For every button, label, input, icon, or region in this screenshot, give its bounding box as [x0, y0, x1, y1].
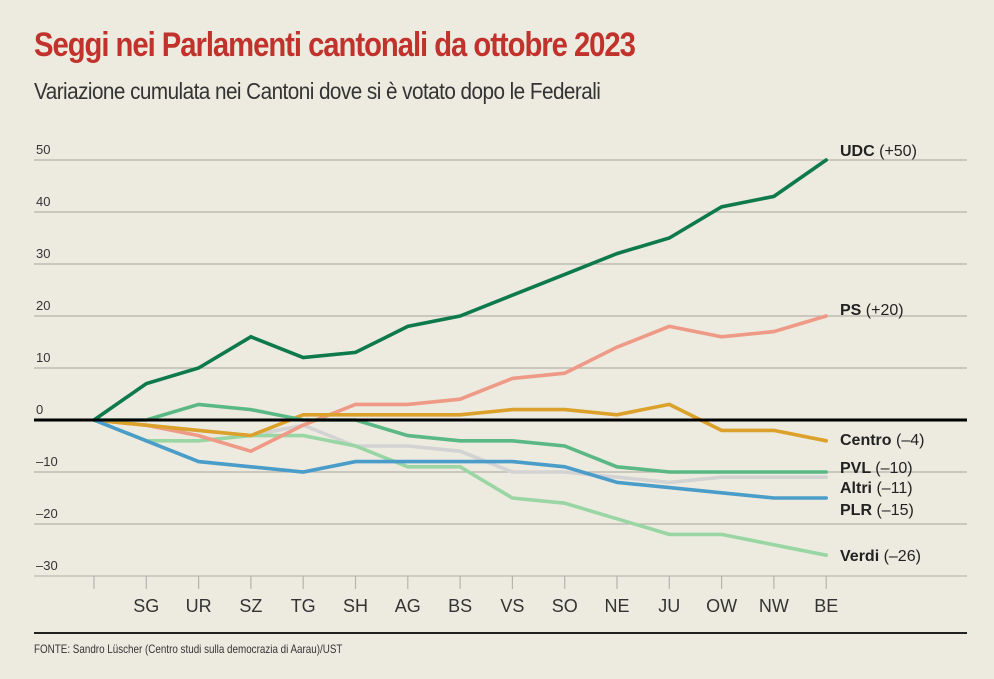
x-tick-label: SG	[133, 596, 159, 616]
y-tick-label: –20	[36, 506, 58, 521]
series-label-verdi: Verdi (–26)	[840, 548, 921, 565]
x-tick-label: SO	[552, 596, 578, 616]
x-tick-label: BS	[448, 596, 472, 616]
footer-divider	[34, 632, 967, 634]
series-label-altri: Altri (–11)	[840, 480, 913, 497]
x-tick-label: NE	[604, 596, 629, 616]
series-line-ps	[92, 314, 829, 454]
x-tick-label: VS	[500, 596, 524, 616]
y-tick-label: 30	[36, 246, 50, 261]
series-label-pvl: PVL (–10)	[840, 460, 913, 477]
x-axis: SG UR SZ TG SH AG BS VS SO NE JU OW NW BE	[93, 576, 838, 616]
x-tick-label: SZ	[239, 596, 262, 616]
series-line-udc	[92, 158, 829, 422]
series-lines	[92, 158, 829, 558]
y-tick-label: –30	[36, 558, 58, 573]
x-tick-label: AG	[395, 596, 421, 616]
x-tick-label: OW	[706, 596, 737, 616]
chart-title: Seggi nei Parlamenti cantonali da ottobr…	[34, 26, 636, 64]
x-tick-label: SH	[343, 596, 368, 616]
series-label-ps: PS (+20)	[840, 302, 904, 319]
series-label-centro: Centro (–4)	[840, 432, 924, 449]
series-labels: UDC (+50) PS (+20) Centro (–4) PVL (–10) Alt…	[840, 143, 924, 565]
y-tick-label: 10	[36, 350, 50, 365]
y-tick-label: 50	[36, 142, 50, 157]
x-tick-label: UR	[186, 596, 212, 616]
x-tick-label: BE	[814, 596, 838, 616]
series-line-plr	[92, 418, 829, 500]
y-axis-tick-labels: 50 40 30 20 10 0 –10 –20 –30	[36, 142, 58, 573]
x-tick-label: TG	[291, 596, 316, 616]
series-line-pvl	[92, 402, 829, 474]
series-label-udc: UDC (+50)	[840, 143, 917, 160]
y-tick-label: 20	[36, 298, 50, 313]
source-note: FONTE: Sandro Lüscher (Centro studi sull…	[34, 642, 343, 656]
chart-subtitle: Variazione cumulata nei Cantoni dove si …	[34, 78, 601, 104]
grid-lines	[34, 159, 967, 577]
series-label-plr: PLR (–15)	[840, 502, 914, 519]
y-tick-label: 0	[36, 402, 43, 417]
y-tick-label: 40	[36, 194, 50, 209]
series-line-centro	[92, 402, 829, 443]
x-tick-label: JU	[658, 596, 680, 616]
y-tick-label: –10	[36, 454, 58, 469]
x-tick-label: NW	[759, 596, 789, 616]
